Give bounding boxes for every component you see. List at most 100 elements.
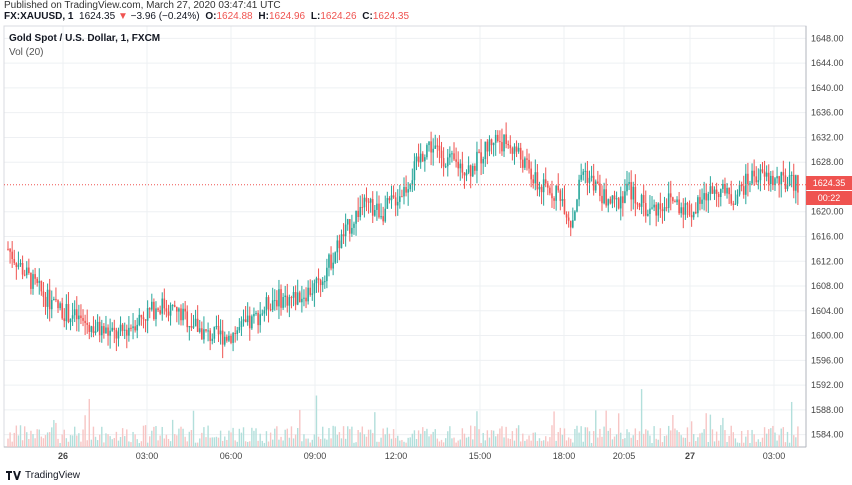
candle-body <box>219 330 222 335</box>
volume-bar <box>372 433 374 447</box>
volume-bar <box>607 430 609 447</box>
candle-body <box>100 326 103 336</box>
volume-bar <box>576 425 578 447</box>
candle-body <box>138 314 141 325</box>
candle-body <box>584 170 587 172</box>
candle-body <box>67 304 70 323</box>
volume-bar <box>365 436 368 447</box>
candle-body <box>417 156 420 163</box>
candle-body <box>480 152 482 164</box>
candle-body <box>717 193 720 198</box>
candle-body <box>40 280 43 292</box>
volume-bar <box>793 435 795 447</box>
volume-bar <box>374 412 376 447</box>
volume-bar <box>319 438 322 447</box>
candle-body <box>38 280 41 283</box>
volume-bar <box>9 432 11 447</box>
candle-body <box>432 148 434 153</box>
candle-body <box>655 204 657 216</box>
volume-bar <box>542 440 545 447</box>
candle-body <box>257 312 259 326</box>
candle-body <box>98 321 101 336</box>
candle-body <box>630 182 632 200</box>
volume-bar <box>290 426 293 447</box>
volume-bar <box>709 414 712 447</box>
x-tick-label: 12:00 <box>385 451 408 461</box>
candle-body <box>486 141 489 152</box>
volume-bar <box>257 440 259 447</box>
candle-body <box>205 329 207 331</box>
volume-bar <box>517 425 520 447</box>
volume-bar <box>624 438 626 447</box>
x-tick-label: 03:00 <box>763 451 786 461</box>
candle-body <box>9 249 11 252</box>
candle-body <box>442 158 445 167</box>
candle-body <box>786 184 789 189</box>
volume-bar <box>407 437 409 447</box>
candle-body <box>25 267 28 276</box>
candle-body <box>426 145 428 158</box>
volume-bar <box>401 439 403 447</box>
candle-body <box>328 254 330 268</box>
volume-bar <box>449 426 451 447</box>
volume-bar <box>303 434 305 447</box>
y-tick-label: 1596.00 <box>811 355 844 365</box>
volume-bar <box>259 433 261 447</box>
volume-bar <box>217 437 220 447</box>
open-value: 1624.88 <box>216 11 253 22</box>
candle-body <box>770 175 772 185</box>
candle-body <box>126 329 128 336</box>
candle-body <box>165 308 168 312</box>
volume-bar <box>645 429 647 447</box>
candle-body <box>263 310 266 314</box>
candle-body <box>11 251 13 259</box>
candle-body <box>767 172 770 185</box>
candle-body <box>190 325 193 328</box>
candle-body <box>369 199 372 203</box>
volume-bar <box>653 426 655 447</box>
candle-body <box>351 227 353 234</box>
volume-bar <box>305 438 307 447</box>
candle-body <box>53 298 55 301</box>
candle-body <box>636 203 639 205</box>
candle-body <box>709 186 712 194</box>
candle-body <box>342 234 345 237</box>
volume-bar <box>349 429 351 447</box>
candle-body <box>536 172 539 190</box>
volume-bar <box>7 438 9 447</box>
candle-body <box>749 183 751 185</box>
volume-bar <box>761 437 764 447</box>
y-tick-label: 1612.00 <box>811 256 844 266</box>
x-tick-label: 03:00 <box>136 451 159 461</box>
candle-body <box>449 153 451 158</box>
volume-bar <box>732 432 735 447</box>
candle-body <box>232 333 234 343</box>
volume-bar <box>636 440 639 447</box>
candle-body <box>478 151 480 153</box>
candle-body <box>738 184 741 195</box>
volume-bar <box>620 432 622 447</box>
candle-body <box>619 196 622 209</box>
volume-bar <box>415 438 418 447</box>
volume-bar <box>574 429 576 447</box>
volume-bar <box>65 438 68 447</box>
y-tick-label: 1616.00 <box>811 232 844 242</box>
candle-body <box>338 240 341 249</box>
volume-bar <box>55 422 57 447</box>
volume-bar <box>497 433 499 447</box>
volume-bar <box>786 431 789 447</box>
volume-bar <box>532 432 534 447</box>
candle-body <box>294 292 297 305</box>
y-tick-label: 1648.00 <box>811 33 844 43</box>
volume-bar <box>317 436 320 447</box>
volume-bar <box>745 436 747 447</box>
candle-body <box>538 186 541 190</box>
volume-bar <box>444 438 447 447</box>
tradingview-footer[interactable]: TradingView <box>6 470 80 481</box>
volume-bar <box>438 441 441 447</box>
candle-body <box>405 187 407 193</box>
volume-bar <box>186 441 188 447</box>
volume-bar <box>203 427 205 447</box>
candle-body <box>123 329 126 331</box>
